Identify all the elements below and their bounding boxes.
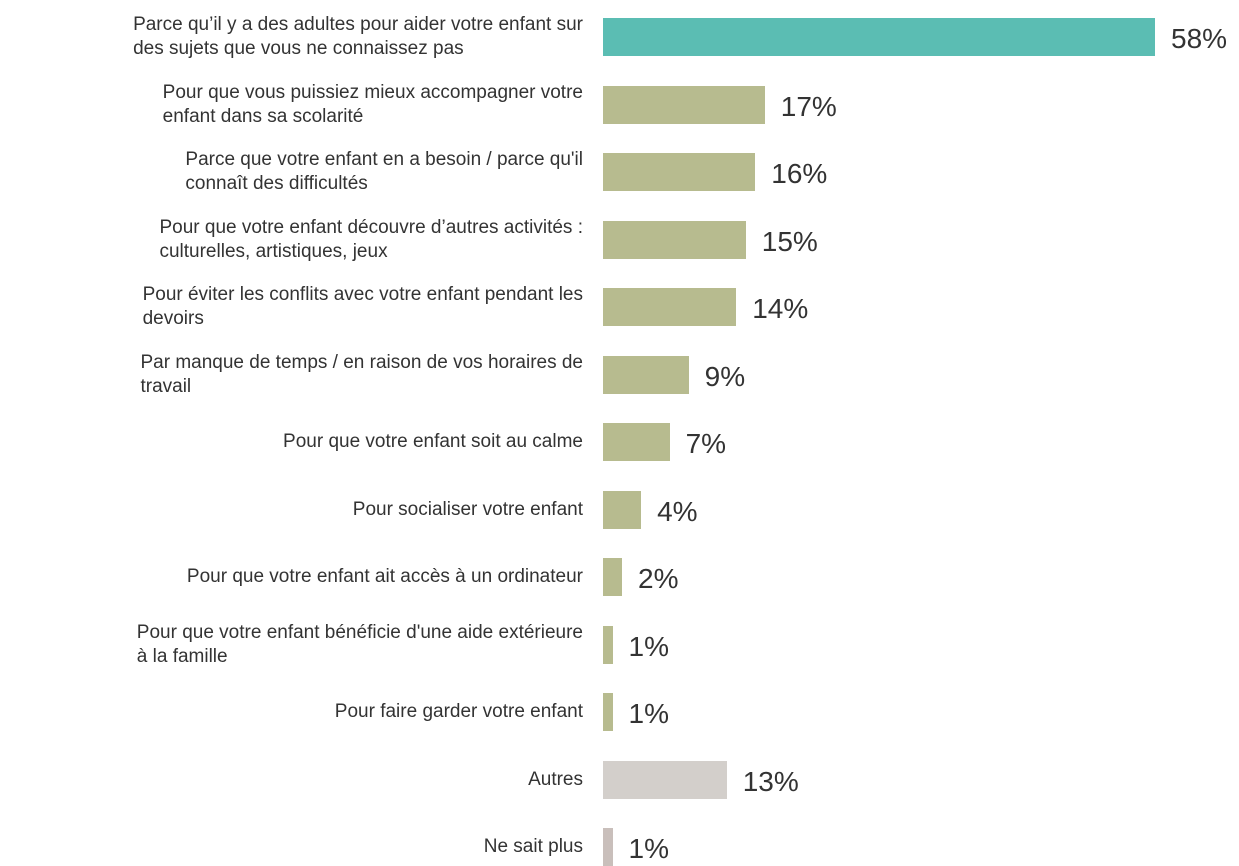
category-label: Pour que vous puissiez mieux accompagner…: [162, 81, 583, 127]
category-label: Pour faire garder votre enfant: [334, 701, 583, 722]
category-label: Pour que votre enfant bénéficie d'une ai…: [136, 621, 583, 667]
value-label: 1%: [628, 630, 669, 662]
value-label: 2%: [638, 563, 679, 594]
bar: [603, 625, 613, 664]
category-label: Parce que votre enfant en a besoin / par…: [185, 149, 583, 194]
bar: [603, 355, 689, 394]
value-label: 16%: [771, 158, 828, 189]
category-label: Parce qu’il y a des adultes pour aider v…: [133, 14, 583, 59]
category-label: Par manque de temps / en raison de vos h…: [140, 351, 583, 397]
category-label: Pour socialiser votre enfant: [352, 498, 583, 520]
value-label: 13%: [742, 765, 799, 797]
value-label: 58%: [1171, 23, 1228, 54]
category-label: Pour que votre enfant soit au calme: [283, 431, 583, 452]
bar: [603, 490, 642, 529]
bar: [603, 828, 613, 866]
value-label: 1%: [628, 833, 669, 864]
bar: [603, 153, 756, 191]
bar: [603, 760, 727, 799]
value-label: 17%: [780, 90, 837, 122]
category-label: Pour que votre enfant ait accès à un ord…: [186, 566, 583, 587]
value-label: 1%: [628, 698, 669, 729]
value-label: 7%: [685, 428, 727, 459]
bar: [603, 220, 746, 259]
category-label: Pour que votre enfant découvre d’autres …: [159, 216, 583, 262]
bar: [603, 18, 1155, 56]
category-label: Pour éviter les conflits avec votre enfa…: [142, 284, 583, 329]
category-label: Autres: [528, 768, 583, 790]
bar: [603, 423, 670, 461]
bar: [603, 288, 737, 326]
value-label: 15%: [761, 225, 818, 257]
value-label: 4%: [657, 495, 698, 527]
value-label: 9%: [704, 360, 746, 392]
value-label: 14%: [752, 293, 809, 324]
bar: [603, 558, 623, 596]
bar: [603, 693, 613, 731]
category-label: Ne sait plus: [483, 836, 583, 857]
bar: [603, 85, 765, 124]
